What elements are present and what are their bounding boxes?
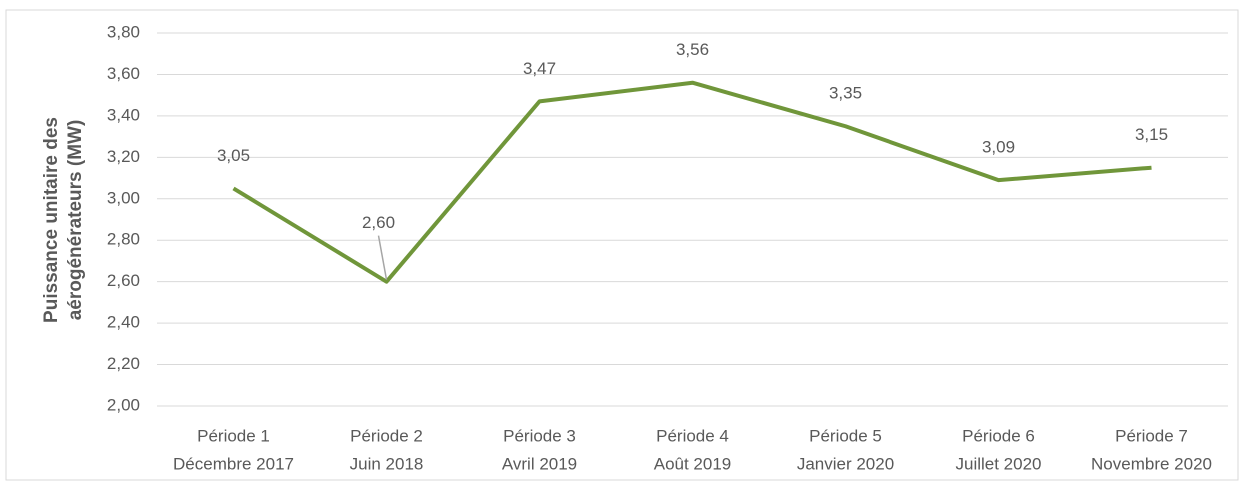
x-tick-label: Période 7 <box>1115 426 1188 445</box>
data-line <box>232 80 1152 284</box>
data-label: 3,15 <box>1135 125 1168 144</box>
data-label: 3,35 <box>829 84 862 103</box>
data-label: 3,05 <box>217 146 250 165</box>
y-tick-label: 2,40 <box>107 313 140 332</box>
y-tick-label: 2,80 <box>107 230 140 249</box>
data-label: 3,09 <box>982 138 1015 157</box>
y-axis-title-line: aérogénérateurs (MW) <box>65 120 86 321</box>
x-tick-label: Juillet 2020 <box>955 454 1041 473</box>
y-tick-label: 2,20 <box>107 354 140 373</box>
y-tick-label: 3,40 <box>107 105 140 124</box>
y-tick-label: 2,60 <box>107 271 140 290</box>
x-tick-label: Avril 2019 <box>502 454 577 473</box>
y-tick-label: 3,60 <box>107 64 140 83</box>
x-tick-label: Période 1 <box>197 426 270 445</box>
y-axis-title: Puissance unitaire des aérogénérateurs (… <box>41 117 86 323</box>
data-label: 3,56 <box>676 40 709 59</box>
x-tick-label: Période 6 <box>962 426 1035 445</box>
data-label: 2,60 <box>362 213 395 232</box>
x-tick-label: Juin 2018 <box>350 454 424 473</box>
x-tick-label: Août 2019 <box>654 454 732 473</box>
x-tick-label: Période 3 <box>503 426 576 445</box>
x-tick-label: Janvier 2020 <box>797 454 894 473</box>
x-tick-label: Novembre 2020 <box>1091 454 1212 473</box>
y-tick-label: 3,20 <box>107 147 140 166</box>
x-tick-label: Période 5 <box>809 426 882 445</box>
y-axis-title-line: Puissance unitaire des <box>41 117 62 323</box>
x-tick-label: Période 2 <box>350 426 423 445</box>
x-tick-label: Décembre 2017 <box>173 454 294 473</box>
y-tick-label: 3,80 <box>107 22 140 41</box>
leader-line <box>377 235 388 280</box>
chart-frame <box>5 9 1239 481</box>
x-tick-label: Période 4 <box>656 426 729 445</box>
y-tick-label: 3,00 <box>107 188 140 207</box>
data-label: 3,47 <box>523 59 556 78</box>
y-tick-label: 2,00 <box>107 395 140 414</box>
